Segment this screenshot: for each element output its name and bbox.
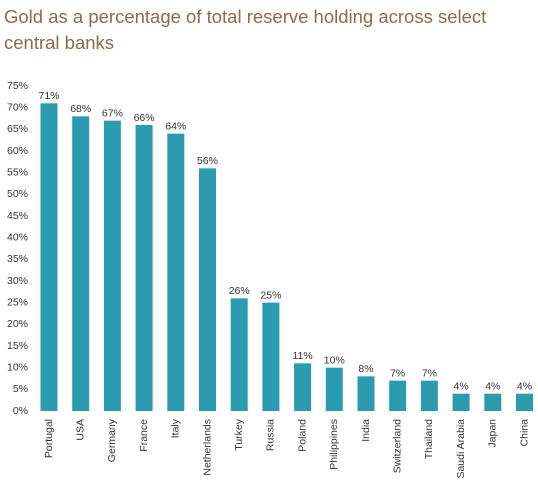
- value-label: 7%: [422, 367, 437, 379]
- value-label: 10%: [324, 354, 345, 366]
- value-label: 7%: [390, 367, 405, 379]
- bar: [262, 302, 280, 411]
- y-tick-label: 5%: [13, 383, 28, 395]
- x-tick-label: USA: [74, 419, 86, 441]
- x-tick-label: India: [360, 419, 372, 442]
- bar: [484, 393, 502, 411]
- y-tick-label: 75%: [7, 80, 28, 92]
- bar: [516, 393, 533, 411]
- y-tick-label: 40%: [7, 231, 28, 243]
- x-tick-label: Germany: [106, 418, 118, 462]
- x-tick-label: Thailand: [423, 419, 435, 459]
- value-label: 11%: [292, 350, 312, 362]
- value-label: 25%: [260, 289, 281, 301]
- value-label: 64%: [165, 120, 186, 132]
- bar: [420, 380, 438, 411]
- value-label: 56%: [197, 155, 218, 167]
- bar: [325, 367, 343, 411]
- bar: [389, 380, 407, 411]
- x-tick-label: Netherlands: [201, 419, 213, 476]
- bar: [40, 103, 58, 411]
- value-label: 4%: [454, 380, 469, 392]
- x-tick-label: Italy: [170, 418, 182, 438]
- chart-title: central banks: [4, 32, 114, 53]
- x-tick-label: Saudi Arabia: [455, 419, 467, 479]
- x-tick-label: Russia: [265, 419, 277, 451]
- bar: [199, 168, 216, 411]
- bar: [103, 120, 121, 412]
- bar: [452, 393, 470, 411]
- y-tick-label: 30%: [7, 275, 28, 287]
- y-tick-label: 70%: [7, 101, 28, 113]
- y-tick-label: 10%: [7, 361, 28, 373]
- x-tick-label: Japan: [487, 419, 499, 448]
- x-tick-label: Philippines: [328, 419, 340, 470]
- y-tick-label: 20%: [7, 318, 28, 330]
- bar: [167, 133, 185, 411]
- x-tick-label: Turkey: [233, 418, 245, 450]
- y-tick-label: 65%: [7, 123, 28, 135]
- value-label: 4%: [485, 380, 500, 392]
- y-tick-label: 35%: [7, 253, 28, 265]
- x-tick-label: Portugal: [43, 419, 55, 458]
- bar: [135, 125, 153, 411]
- value-label: 66%: [134, 112, 155, 124]
- bar: [230, 298, 248, 411]
- bar: [294, 363, 312, 411]
- y-tick-label: 25%: [7, 296, 28, 308]
- value-label: 68%: [70, 103, 91, 115]
- y-tick-label: 60%: [7, 145, 28, 157]
- bar: [357, 376, 375, 411]
- x-tick-label: Switzerland: [391, 419, 403, 473]
- value-label: 67%: [102, 107, 123, 119]
- value-label: 71%: [38, 90, 59, 102]
- y-tick-label: 15%: [7, 340, 28, 352]
- value-label: 26%: [229, 285, 250, 297]
- x-tick-label: France: [138, 419, 150, 452]
- x-tick-label: Poland: [296, 419, 308, 452]
- x-tick-label: China: [518, 419, 530, 447]
- chart-title: Gold as a percentage of total reserve ho…: [4, 6, 486, 27]
- bar: [72, 116, 90, 411]
- y-tick-label: 50%: [7, 188, 28, 200]
- y-tick-label: 0%: [13, 405, 28, 417]
- y-tick-label: 45%: [7, 210, 28, 222]
- y-tick-label: 55%: [7, 166, 28, 178]
- value-label: 4%: [517, 380, 532, 392]
- value-label: 8%: [358, 363, 373, 375]
